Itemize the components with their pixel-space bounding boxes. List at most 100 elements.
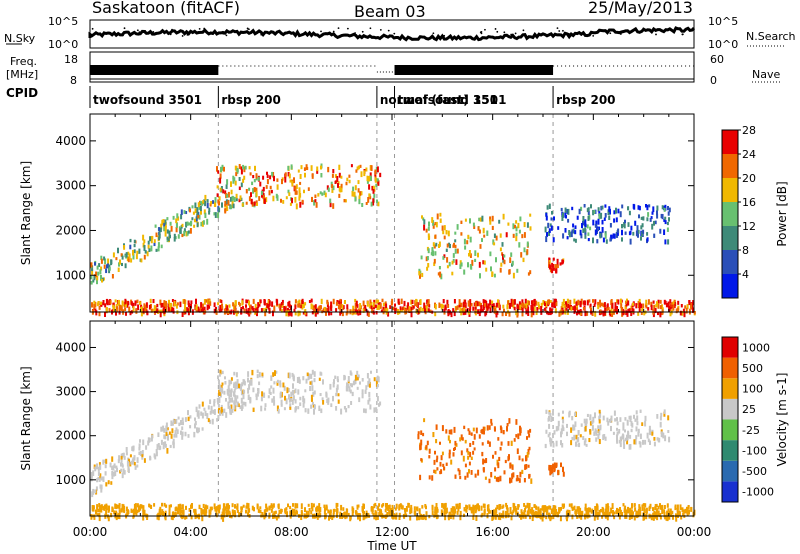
echo-pixel — [176, 429, 179, 434]
echo-pixel — [284, 172, 287, 177]
echo-pixel — [439, 461, 442, 467]
noise-search-point — [556, 27, 559, 30]
echo-pixel — [428, 514, 431, 519]
echo-pixel — [533, 299, 536, 303]
echo-pixel — [346, 177, 349, 182]
echo-pixel — [639, 433, 642, 440]
echo-pixel — [425, 445, 428, 449]
echo-pixel — [633, 414, 635, 419]
echo-pixel — [641, 231, 644, 237]
echo-pixel — [163, 302, 166, 307]
echo-pixel — [632, 511, 634, 515]
echo-pixel — [549, 442, 552, 447]
echo-pixel — [445, 462, 448, 466]
echo-pixel — [339, 303, 342, 308]
echo-pixel — [221, 387, 224, 394]
echo-pixel — [526, 436, 528, 440]
echo-pixel — [227, 403, 230, 409]
echo-pixel — [631, 503, 633, 509]
echo-pixel — [525, 455, 527, 462]
echo-pixel — [361, 203, 364, 207]
echo-pixel — [440, 455, 443, 461]
echo-pixel — [265, 503, 268, 509]
echo-pixel — [570, 427, 573, 433]
echo-pixel — [466, 448, 469, 453]
noise-search-point — [567, 32, 570, 35]
echo-pixel — [261, 391, 264, 397]
echo-pixel — [294, 186, 297, 190]
echo-pixel — [326, 308, 329, 312]
echo-pixel — [253, 179, 256, 183]
echo-pixel — [434, 511, 437, 518]
echo-pixel — [266, 171, 268, 175]
echo-pixel — [351, 383, 353, 388]
echo-pixel — [170, 504, 172, 508]
echo-pixel — [532, 513, 535, 518]
echo-pixel — [194, 515, 197, 520]
echo-pixel — [283, 309, 286, 313]
echo-pixel — [616, 306, 618, 310]
echo-pixel — [637, 303, 640, 309]
echo-pixel — [617, 208, 620, 214]
echo-pixel — [621, 435, 624, 440]
echo-pixel — [368, 176, 370, 181]
echo-pixel — [324, 192, 327, 198]
echo-pixel — [661, 505, 664, 510]
echo-pixel — [194, 202, 197, 209]
echo-pixel — [340, 183, 343, 189]
echo-pixel — [371, 185, 374, 191]
echo-pixel — [277, 504, 280, 508]
echo-pixel — [164, 443, 167, 448]
echo-pixel — [454, 440, 457, 446]
echo-pixel — [312, 404, 315, 408]
echo-pixel — [599, 509, 602, 513]
echo-pixel — [473, 447, 476, 451]
echo-pixel — [223, 166, 225, 172]
echo-pixel — [515, 509, 518, 515]
echo-pixel — [123, 470, 126, 475]
echo-pixel — [309, 381, 312, 385]
echo-pixel — [587, 210, 590, 215]
echo-pixel — [435, 221, 438, 228]
echo-pixel — [326, 299, 329, 304]
echo-pixel — [147, 440, 150, 446]
echo-pixel — [462, 455, 465, 462]
echo-pixel — [140, 311, 143, 317]
echo-pixel — [470, 456, 473, 461]
echo-pixel — [621, 512, 623, 516]
echo-pixel — [427, 263, 430, 268]
echo-pixel — [576, 515, 579, 519]
echo-pixel — [345, 385, 348, 392]
echo-pixel — [333, 379, 335, 385]
echo-pixel — [462, 306, 465, 313]
echo-pixel — [173, 233, 176, 238]
echo-pixel — [256, 202, 258, 206]
echo-pixel — [603, 311, 606, 316]
echo-pixel — [502, 304, 505, 309]
echo-pixel — [147, 437, 150, 444]
echo-pixel — [419, 306, 422, 312]
echo-pixel — [607, 306, 610, 311]
echo-pixel — [230, 377, 233, 381]
echo-pixel — [642, 439, 644, 445]
echo-pixel — [204, 194, 207, 201]
echo-pixel — [119, 470, 122, 474]
echo-pixel — [449, 310, 451, 315]
echo-pixel — [165, 422, 168, 428]
echo-pixel — [592, 299, 594, 303]
echo-pixel — [626, 298, 628, 302]
echo-pixel — [252, 407, 255, 412]
echo-pixel — [372, 311, 375, 315]
echo-pixel — [357, 515, 359, 520]
echo-pixel — [98, 311, 101, 317]
echo-pixel — [233, 177, 236, 182]
echo-pixel — [340, 504, 343, 511]
echo-pixel — [181, 417, 184, 422]
echo-pixel — [651, 211, 654, 215]
echo-pixel — [196, 427, 199, 434]
echo-pixel — [598, 510, 601, 516]
echo-pixel — [91, 505, 94, 509]
echo-pixel — [482, 299, 485, 304]
echo-pixel — [629, 434, 632, 439]
echo-pixel — [433, 469, 436, 474]
